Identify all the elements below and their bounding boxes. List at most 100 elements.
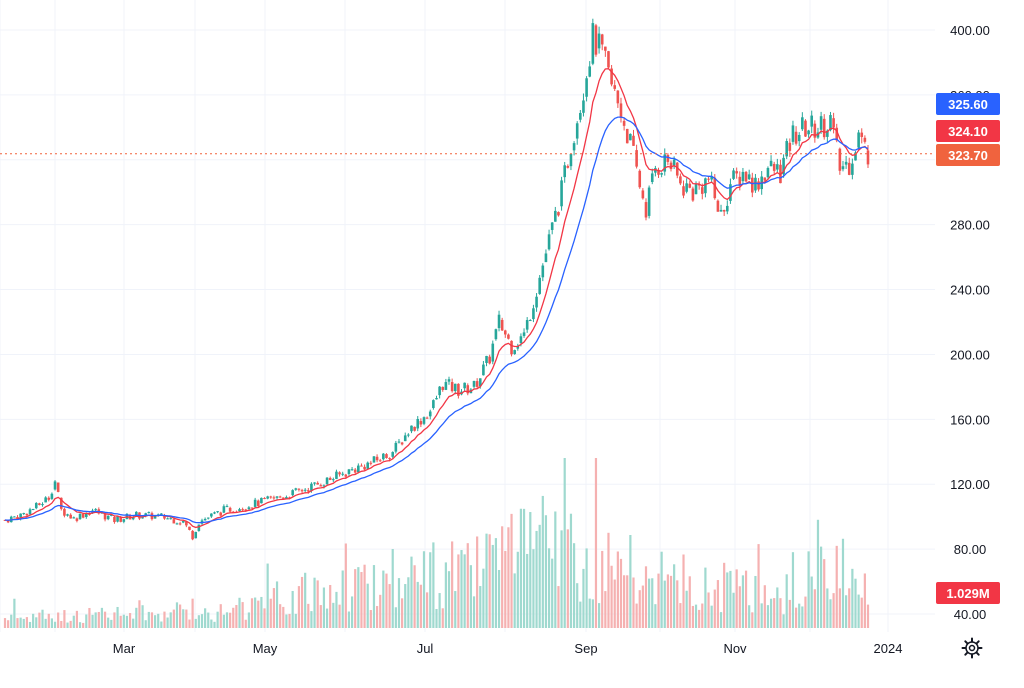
volume-bar [263, 608, 266, 628]
candle-body [863, 137, 867, 142]
candle-body [428, 411, 432, 417]
volume-bar [666, 574, 669, 628]
candle-body [425, 417, 429, 419]
price-badge-text: 324.10 [948, 124, 988, 139]
volume-bar [197, 615, 200, 628]
candle-body [385, 454, 388, 458]
candle-body [19, 513, 22, 519]
volume-bar [579, 601, 582, 628]
candle-body [672, 159, 676, 166]
candle-body [563, 165, 566, 178]
candle-body [579, 112, 582, 120]
volume-bar [72, 615, 75, 628]
volume-bar [738, 586, 741, 628]
volume-bar [341, 570, 344, 628]
volume-bar [210, 619, 213, 628]
candle-body [247, 507, 251, 510]
candle-body [372, 456, 376, 463]
candle-body [360, 465, 363, 467]
candle-body [478, 378, 482, 387]
volume-bar [744, 570, 748, 628]
volume-bar [629, 534, 632, 628]
candle-body [747, 174, 751, 180]
volume-bar [275, 581, 279, 628]
volume-bar [250, 598, 254, 628]
volume-bar [60, 620, 63, 628]
candle-body [597, 33, 601, 49]
volume-bar [491, 544, 494, 628]
volume-bar [260, 596, 263, 628]
volume-bar [648, 578, 651, 628]
volume-bar [122, 614, 125, 628]
volume-bar [235, 605, 238, 628]
volume-bar [41, 609, 44, 628]
volume-bar [435, 609, 438, 628]
volume-bar [454, 591, 457, 628]
gear-icon[interactable] [960, 636, 984, 660]
volume-bar [179, 604, 182, 628]
volume-bar [47, 613, 50, 628]
candle-body [650, 173, 654, 182]
moving-averages [4, 68, 869, 529]
volume-bar [172, 609, 175, 628]
candle-body [144, 513, 148, 517]
volume-bar [157, 613, 160, 628]
candle-body [491, 343, 495, 362]
candle-body [6, 520, 10, 523]
candle-body [407, 434, 410, 436]
candle-body [685, 183, 688, 192]
candle-body [857, 132, 860, 148]
candle-body [732, 170, 735, 179]
candle-body [776, 164, 779, 170]
volume-badge-text: 1.029M [946, 586, 989, 601]
candle-body [797, 134, 801, 142]
candle-body [554, 210, 557, 222]
candle-body [829, 115, 832, 131]
candle-body [722, 210, 726, 212]
candle-body [663, 154, 667, 172]
volume-bar [657, 573, 660, 628]
candle-body [13, 516, 16, 518]
volume-bar [845, 595, 848, 628]
volume-bar [385, 573, 388, 628]
candle-body [544, 253, 548, 263]
volume-bar [741, 575, 745, 628]
candle-body [344, 474, 348, 477]
volume-bar [32, 613, 35, 628]
candle-body [447, 379, 451, 382]
volume-bar [716, 580, 720, 628]
volume-bar [807, 551, 810, 628]
candle-body [763, 177, 767, 181]
candle-body [260, 497, 263, 504]
price-badge: 325.60 [936, 93, 1000, 115]
volume-bar [269, 598, 272, 628]
candle-body [729, 184, 732, 201]
volume-bar [485, 533, 488, 628]
candle-body [72, 517, 76, 519]
volume-bar [788, 599, 791, 628]
candle-body [497, 314, 501, 329]
volume-bar [216, 611, 219, 628]
candle-body [757, 181, 760, 190]
candle-body [679, 176, 682, 184]
candle-body [769, 160, 773, 167]
x-axis[interactable]: Mar May Jul Sep Nov 2024 [113, 641, 903, 656]
candle-body [482, 364, 485, 376]
candle-body [635, 150, 638, 167]
volume-bar [241, 602, 244, 628]
volume-bar [69, 620, 72, 628]
volume-bar [497, 569, 501, 628]
candle-body [466, 385, 470, 394]
volume-bar [676, 580, 679, 628]
price-badge: 324.10 [936, 120, 1000, 142]
volume-bar [225, 612, 229, 628]
volume-bar [344, 543, 347, 628]
candle-body [866, 150, 870, 165]
candle-body [44, 497, 47, 503]
volume-bar [257, 600, 260, 628]
volume-bar [651, 578, 654, 628]
volume-bar [357, 567, 360, 628]
candle-body [500, 319, 504, 331]
